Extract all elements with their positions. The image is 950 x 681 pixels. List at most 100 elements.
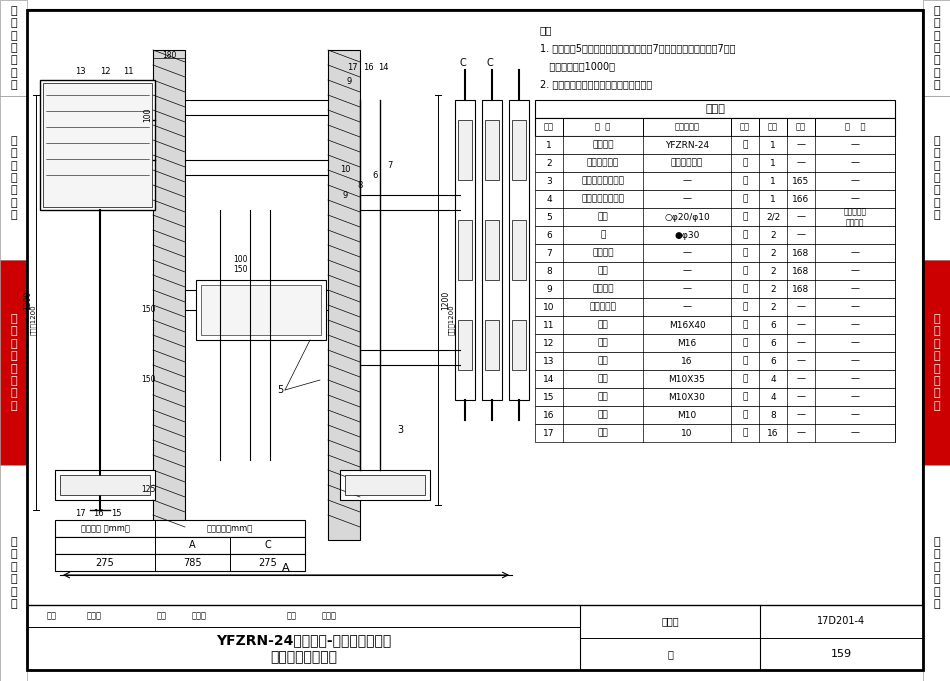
Bar bbox=[512, 320, 526, 370]
Text: 9: 9 bbox=[342, 191, 348, 200]
Bar bbox=[0, 0, 27, 96]
Text: 8: 8 bbox=[357, 180, 363, 189]
Text: —: — bbox=[850, 266, 860, 276]
Text: 土
建
设
计
任
务
图: 土 建 设 计 任 务 图 bbox=[10, 136, 17, 220]
Text: A: A bbox=[189, 541, 196, 550]
Text: M16X40: M16X40 bbox=[669, 321, 705, 330]
Bar bbox=[535, 334, 895, 352]
Text: 17: 17 bbox=[347, 63, 357, 72]
Bar bbox=[535, 388, 895, 406]
Text: 6: 6 bbox=[770, 356, 776, 366]
Text: —: — bbox=[796, 321, 806, 330]
Text: 图集号: 图集号 bbox=[661, 616, 679, 627]
Text: 1: 1 bbox=[770, 176, 776, 185]
Text: YFZRN-24负荷开关-熔断器组合电器
在墙上支架上安装: YFZRN-24负荷开关-熔断器组合电器 在墙上支架上安装 bbox=[216, 633, 391, 664]
Text: 1. 轴（零件5）延长量需增加轴承（零件7）时，两个轴承（零件7）间: 1. 轴（零件5）延长量需增加轴承（零件7）时，两个轴承（零件7）间 bbox=[540, 43, 735, 53]
Text: 个: 个 bbox=[742, 176, 748, 185]
Text: 个: 个 bbox=[742, 428, 748, 437]
Text: 2: 2 bbox=[770, 285, 776, 294]
Text: 1: 1 bbox=[770, 140, 776, 150]
Text: 2: 2 bbox=[770, 302, 776, 311]
Text: 16: 16 bbox=[363, 63, 373, 72]
Bar bbox=[535, 280, 895, 298]
Text: —: — bbox=[796, 411, 806, 419]
Text: 10: 10 bbox=[681, 428, 693, 437]
Bar bbox=[55, 470, 155, 500]
Bar bbox=[43, 83, 152, 207]
Text: 轴承支架: 轴承支架 bbox=[592, 285, 614, 294]
Bar bbox=[55, 537, 305, 554]
Text: 14: 14 bbox=[543, 375, 555, 383]
Bar bbox=[535, 406, 895, 424]
Bar bbox=[0, 465, 27, 681]
Text: 16: 16 bbox=[768, 428, 779, 437]
Text: —: — bbox=[850, 411, 860, 419]
Text: 100: 100 bbox=[143, 108, 153, 123]
Bar bbox=[153, 50, 185, 540]
Text: 12: 12 bbox=[100, 67, 110, 76]
Text: —: — bbox=[850, 285, 860, 294]
Text: 14: 14 bbox=[378, 63, 389, 72]
Text: 长度由工程
设计确定: 长度由工程 设计确定 bbox=[844, 207, 866, 227]
Text: —: — bbox=[682, 302, 692, 311]
Bar bbox=[535, 298, 895, 316]
Text: 根: 根 bbox=[742, 285, 748, 294]
Text: 9: 9 bbox=[347, 78, 352, 86]
Text: 8: 8 bbox=[546, 266, 552, 276]
Bar bbox=[535, 370, 895, 388]
Text: —: — bbox=[796, 212, 806, 221]
Text: —: — bbox=[850, 356, 860, 366]
Text: 型号及规格: 型号及规格 bbox=[674, 123, 699, 131]
Text: 轴: 轴 bbox=[600, 230, 606, 240]
Text: 159: 159 bbox=[831, 649, 852, 659]
Text: 土
建
设
计
任
务
图: 土 建 设 计 任 务 图 bbox=[933, 136, 940, 220]
Bar bbox=[535, 226, 895, 244]
Bar bbox=[535, 136, 895, 154]
Text: C: C bbox=[486, 58, 493, 68]
Text: —: — bbox=[850, 159, 860, 168]
Text: 8: 8 bbox=[770, 411, 776, 419]
Text: 个: 个 bbox=[742, 338, 748, 347]
Text: 距端面1200: 距端面1200 bbox=[447, 304, 454, 335]
Text: 轴连接套: 轴连接套 bbox=[592, 249, 614, 257]
Text: 轴承: 轴承 bbox=[598, 266, 608, 276]
Text: 垫圈: 垫圈 bbox=[598, 356, 608, 366]
Text: 序号: 序号 bbox=[544, 123, 554, 131]
Text: 操动机构安装支架: 操动机构安装支架 bbox=[581, 195, 624, 204]
Bar bbox=[512, 120, 526, 180]
Text: —: — bbox=[682, 266, 692, 276]
Text: 个: 个 bbox=[742, 411, 748, 419]
Bar bbox=[509, 100, 529, 400]
Text: 2: 2 bbox=[770, 266, 776, 276]
Text: —: — bbox=[850, 249, 860, 257]
Text: 变
压
器
室
布
置
图: 变 压 器 室 布 置 图 bbox=[933, 6, 940, 90]
Text: 165: 165 bbox=[792, 176, 809, 185]
Text: —: — bbox=[850, 195, 860, 204]
Text: —: — bbox=[850, 375, 860, 383]
Text: 150: 150 bbox=[141, 306, 155, 315]
Bar bbox=[458, 120, 472, 180]
Text: 垫圈: 垫圈 bbox=[598, 428, 608, 437]
Text: 个: 个 bbox=[742, 302, 748, 311]
Text: —: — bbox=[850, 392, 860, 402]
Text: 6: 6 bbox=[770, 338, 776, 347]
Text: 11: 11 bbox=[543, 321, 555, 330]
Text: —: — bbox=[850, 338, 860, 347]
Bar bbox=[923, 260, 950, 465]
Text: 螺栓: 螺栓 bbox=[598, 321, 608, 330]
Text: 距端面1200: 距端面1200 bbox=[29, 304, 36, 335]
Text: M10X30: M10X30 bbox=[669, 392, 706, 402]
Text: 常
用
设
备
构
件
安
装: 常 用 设 备 构 件 安 装 bbox=[10, 314, 17, 411]
Text: 个: 个 bbox=[742, 195, 748, 204]
Text: 页次: 页次 bbox=[796, 123, 806, 131]
Text: 6: 6 bbox=[770, 321, 776, 330]
Text: 168: 168 bbox=[792, 249, 809, 257]
Bar bbox=[535, 118, 895, 136]
Bar bbox=[458, 220, 472, 280]
Text: 100: 100 bbox=[233, 255, 247, 264]
Text: —: — bbox=[682, 195, 692, 204]
Text: 备    注: 备 注 bbox=[845, 123, 865, 131]
Text: 785: 785 bbox=[183, 558, 201, 567]
Text: 根: 根 bbox=[742, 266, 748, 276]
Text: 校对: 校对 bbox=[157, 612, 167, 620]
